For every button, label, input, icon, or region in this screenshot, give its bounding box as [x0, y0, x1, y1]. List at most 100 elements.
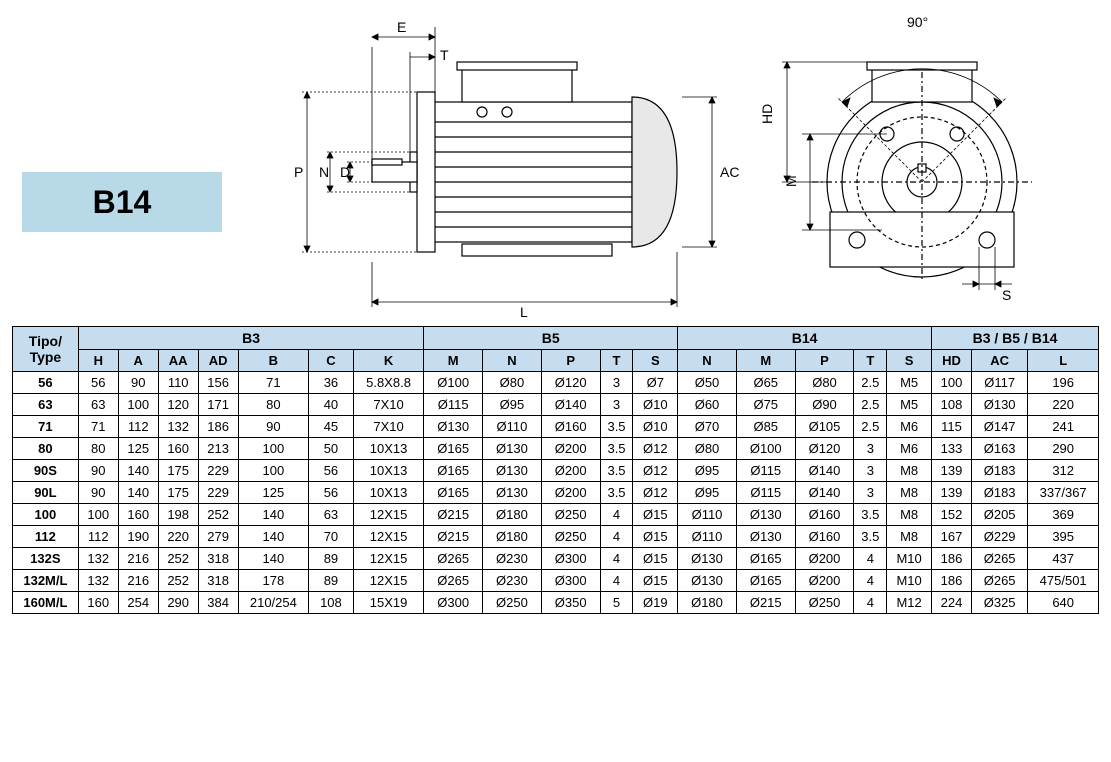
- dim-angle: 90°: [907, 14, 928, 30]
- data-cell: 40: [309, 394, 354, 416]
- data-cell: 220: [1028, 394, 1099, 416]
- data-cell: Ø205: [971, 504, 1027, 526]
- data-cell: Ø140: [795, 460, 854, 482]
- data-cell: M8: [887, 504, 932, 526]
- data-cell: 190: [118, 526, 158, 548]
- data-cell: 12X15: [353, 526, 424, 548]
- data-cell: Ø19: [633, 592, 678, 614]
- data-cell: Ø200: [541, 460, 600, 482]
- data-cell: 5.8X8.8: [353, 372, 424, 394]
- type-cell: 90S: [13, 460, 79, 482]
- data-cell: Ø200: [795, 548, 854, 570]
- data-cell: 4: [854, 570, 887, 592]
- data-cell: 50: [309, 438, 354, 460]
- data-cell: 160: [158, 438, 198, 460]
- table-row: 132M/L1322162523181788912X15Ø265Ø230Ø300…: [13, 570, 1099, 592]
- column-header: S: [633, 350, 678, 372]
- column-header: S: [887, 350, 932, 372]
- data-cell: Ø10: [633, 394, 678, 416]
- data-cell: Ø250: [541, 526, 600, 548]
- data-cell: 279: [198, 526, 238, 548]
- column-header: AC: [971, 350, 1027, 372]
- data-cell: 100: [118, 394, 158, 416]
- data-cell: 290: [1028, 438, 1099, 460]
- data-cell: Ø80: [483, 372, 542, 394]
- column-header: K: [353, 350, 424, 372]
- data-cell: 3: [854, 438, 887, 460]
- data-cell: 2.5: [854, 372, 887, 394]
- data-cell: Ø110: [678, 526, 737, 548]
- data-cell: 198: [158, 504, 198, 526]
- data-cell: Ø100: [736, 438, 795, 460]
- data-cell: M5: [887, 372, 932, 394]
- data-cell: 108: [309, 592, 354, 614]
- data-cell: 216: [118, 570, 158, 592]
- type-cell: 160M/L: [13, 592, 79, 614]
- data-cell: 140: [238, 526, 309, 548]
- table-row: 80801251602131005010X13Ø165Ø130Ø2003.5Ø1…: [13, 438, 1099, 460]
- data-cell: 90: [78, 482, 118, 504]
- data-cell: 4: [600, 504, 633, 526]
- data-cell: 108: [931, 394, 971, 416]
- column-header: C: [309, 350, 354, 372]
- type-cell: 63: [13, 394, 79, 416]
- data-cell: Ø140: [541, 394, 600, 416]
- table-body: 56569011015671365.8X8.8Ø100Ø80Ø1203Ø7Ø50…: [13, 372, 1099, 614]
- data-cell: Ø165: [424, 438, 483, 460]
- data-cell: Ø12: [633, 482, 678, 504]
- data-cell: 100: [238, 460, 309, 482]
- data-cell: 71: [238, 372, 309, 394]
- dim-D: D: [340, 164, 350, 180]
- data-cell: 71: [78, 416, 118, 438]
- table-row: 160M/L160254290384210/25410815X19Ø300Ø25…: [13, 592, 1099, 614]
- data-cell: 241: [1028, 416, 1099, 438]
- data-cell: Ø325: [971, 592, 1027, 614]
- data-cell: 312: [1028, 460, 1099, 482]
- data-cell: 3: [854, 482, 887, 504]
- column-header: A: [118, 350, 158, 372]
- data-cell: 178: [238, 570, 309, 592]
- data-cell: 437: [1028, 548, 1099, 570]
- data-cell: M10: [887, 570, 932, 592]
- data-cell: Ø229: [971, 526, 1027, 548]
- column-header: N: [483, 350, 542, 372]
- data-cell: 133: [931, 438, 971, 460]
- data-cell: Ø160: [795, 526, 854, 548]
- table-row: 132S1322162523181408912X15Ø265Ø230Ø3004Ø…: [13, 548, 1099, 570]
- data-cell: 186: [198, 416, 238, 438]
- front-view: [812, 62, 1032, 282]
- data-cell: Ø130: [424, 416, 483, 438]
- table-row: 1001001601982521406312X15Ø215Ø180Ø2504Ø1…: [13, 504, 1099, 526]
- data-cell: 12X15: [353, 548, 424, 570]
- data-cell: Ø70: [678, 416, 737, 438]
- data-cell: 224: [931, 592, 971, 614]
- data-cell: 120: [158, 394, 198, 416]
- data-cell: Ø115: [424, 394, 483, 416]
- column-header: M: [736, 350, 795, 372]
- data-cell: 7X10: [353, 416, 424, 438]
- data-cell: 56: [309, 482, 354, 504]
- type-cell: 112: [13, 526, 79, 548]
- data-cell: 100: [931, 372, 971, 394]
- data-cell: Ø180: [678, 592, 737, 614]
- column-header: HD: [931, 350, 971, 372]
- data-cell: 3.5: [600, 438, 633, 460]
- dim-L: L: [520, 304, 528, 320]
- dim-S: S: [1002, 287, 1011, 303]
- table-row: 636310012017180407X10Ø115Ø95Ø1403Ø10Ø60Ø…: [13, 394, 1099, 416]
- data-cell: Ø105: [795, 416, 854, 438]
- data-cell: Ø250: [795, 592, 854, 614]
- data-cell: 56: [309, 460, 354, 482]
- data-cell: Ø183: [971, 482, 1027, 504]
- data-cell: 7X10: [353, 394, 424, 416]
- data-cell: Ø215: [736, 592, 795, 614]
- motor-diagram: E T P N D AC L: [282, 12, 1082, 322]
- data-cell: 252: [158, 570, 198, 592]
- data-cell: 252: [158, 548, 198, 570]
- data-cell: 3: [854, 460, 887, 482]
- dim-M: M: [783, 175, 799, 187]
- data-cell: Ø265: [971, 548, 1027, 570]
- data-cell: 395: [1028, 526, 1099, 548]
- type-cell: 71: [13, 416, 79, 438]
- data-cell: 175: [158, 460, 198, 482]
